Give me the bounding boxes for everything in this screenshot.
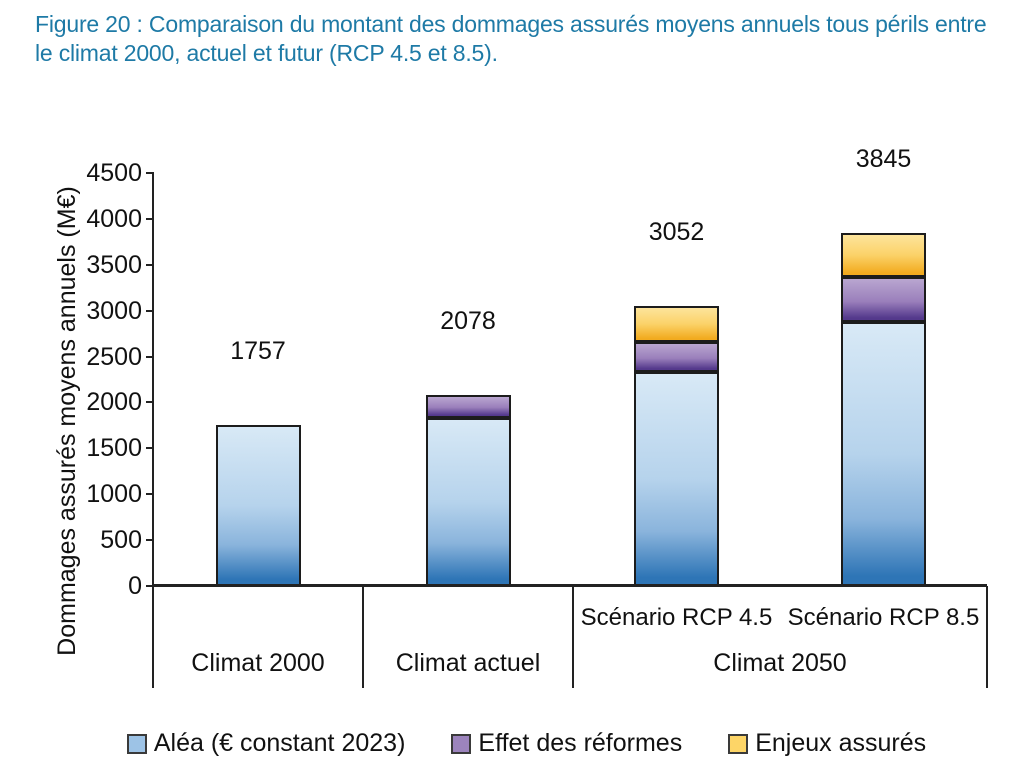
y-axis-line <box>152 172 154 688</box>
legend-swatch <box>728 733 749 754</box>
legend-swatch <box>451 733 472 754</box>
category-label: Climat 2050 <box>713 649 847 677</box>
legend-item: Effet des réformes <box>451 729 682 758</box>
category-label: Climat actuel <box>395 649 541 677</box>
y-tick <box>146 493 153 496</box>
legend-label: Aléa (€ constant 2023) <box>153 729 406 757</box>
legend-swatch <box>126 733 147 754</box>
legend-item: Aléa (€ constant 2023) <box>126 729 406 758</box>
y-tick <box>146 263 153 266</box>
y-tick-label: 0 <box>128 572 142 600</box>
subcategory-label: Scénario RCP 8.5 <box>787 604 980 631</box>
bar-segment <box>425 395 511 419</box>
y-tick-label: 1500 <box>86 434 142 463</box>
legend-label: Effet des réformes <box>478 729 683 757</box>
bar-total-label: 1757 <box>230 336 286 365</box>
bar-segment <box>634 342 719 373</box>
y-tick-label: 500 <box>100 526 142 555</box>
bar-segment <box>634 305 719 343</box>
y-tick-label: 2000 <box>86 388 142 417</box>
y-tick-label: 3500 <box>86 250 142 279</box>
category-divider <box>572 586 574 688</box>
y-tick <box>146 585 153 587</box>
category-label: Climat 2000 <box>191 649 325 677</box>
y-tick <box>146 401 153 404</box>
y-tick-label: 3000 <box>86 296 142 325</box>
y-tick <box>146 217 153 220</box>
figure-caption: Figure 20 : Comparaison du montant des d… <box>35 11 987 66</box>
legend: Aléa (€ constant 2023) Effet des réformes… <box>0 729 1035 758</box>
y-tick-label: 1000 <box>86 480 142 509</box>
y-tick-label: 4000 <box>86 204 142 233</box>
y-tick <box>146 309 153 312</box>
x-axis-line <box>153 584 987 587</box>
y-tick-label: 2500 <box>86 342 142 371</box>
y-tick-label: 4500 <box>86 159 142 187</box>
y-tick <box>146 539 153 542</box>
bar-segment <box>215 424 301 586</box>
bar-segment <box>634 372 719 586</box>
bar-segment <box>425 418 511 586</box>
subcategory-label: Scénario RCP 4.5 <box>580 604 773 631</box>
y-tick <box>146 447 153 450</box>
bar-segment <box>841 321 926 586</box>
y-tick <box>146 355 153 358</box>
bar-total-label: 3052 <box>648 217 705 246</box>
category-divider <box>362 586 364 688</box>
bar-total-label: 3845 <box>855 145 912 174</box>
bar-segment <box>841 277 926 322</box>
category-divider <box>986 586 988 688</box>
bar-total-label: 2078 <box>440 307 496 336</box>
bar-segment <box>841 233 926 278</box>
legend-label: Enjeux assurés <box>755 729 927 757</box>
y-tick <box>146 172 153 174</box>
legend-item: Enjeux assurés <box>728 729 926 758</box>
